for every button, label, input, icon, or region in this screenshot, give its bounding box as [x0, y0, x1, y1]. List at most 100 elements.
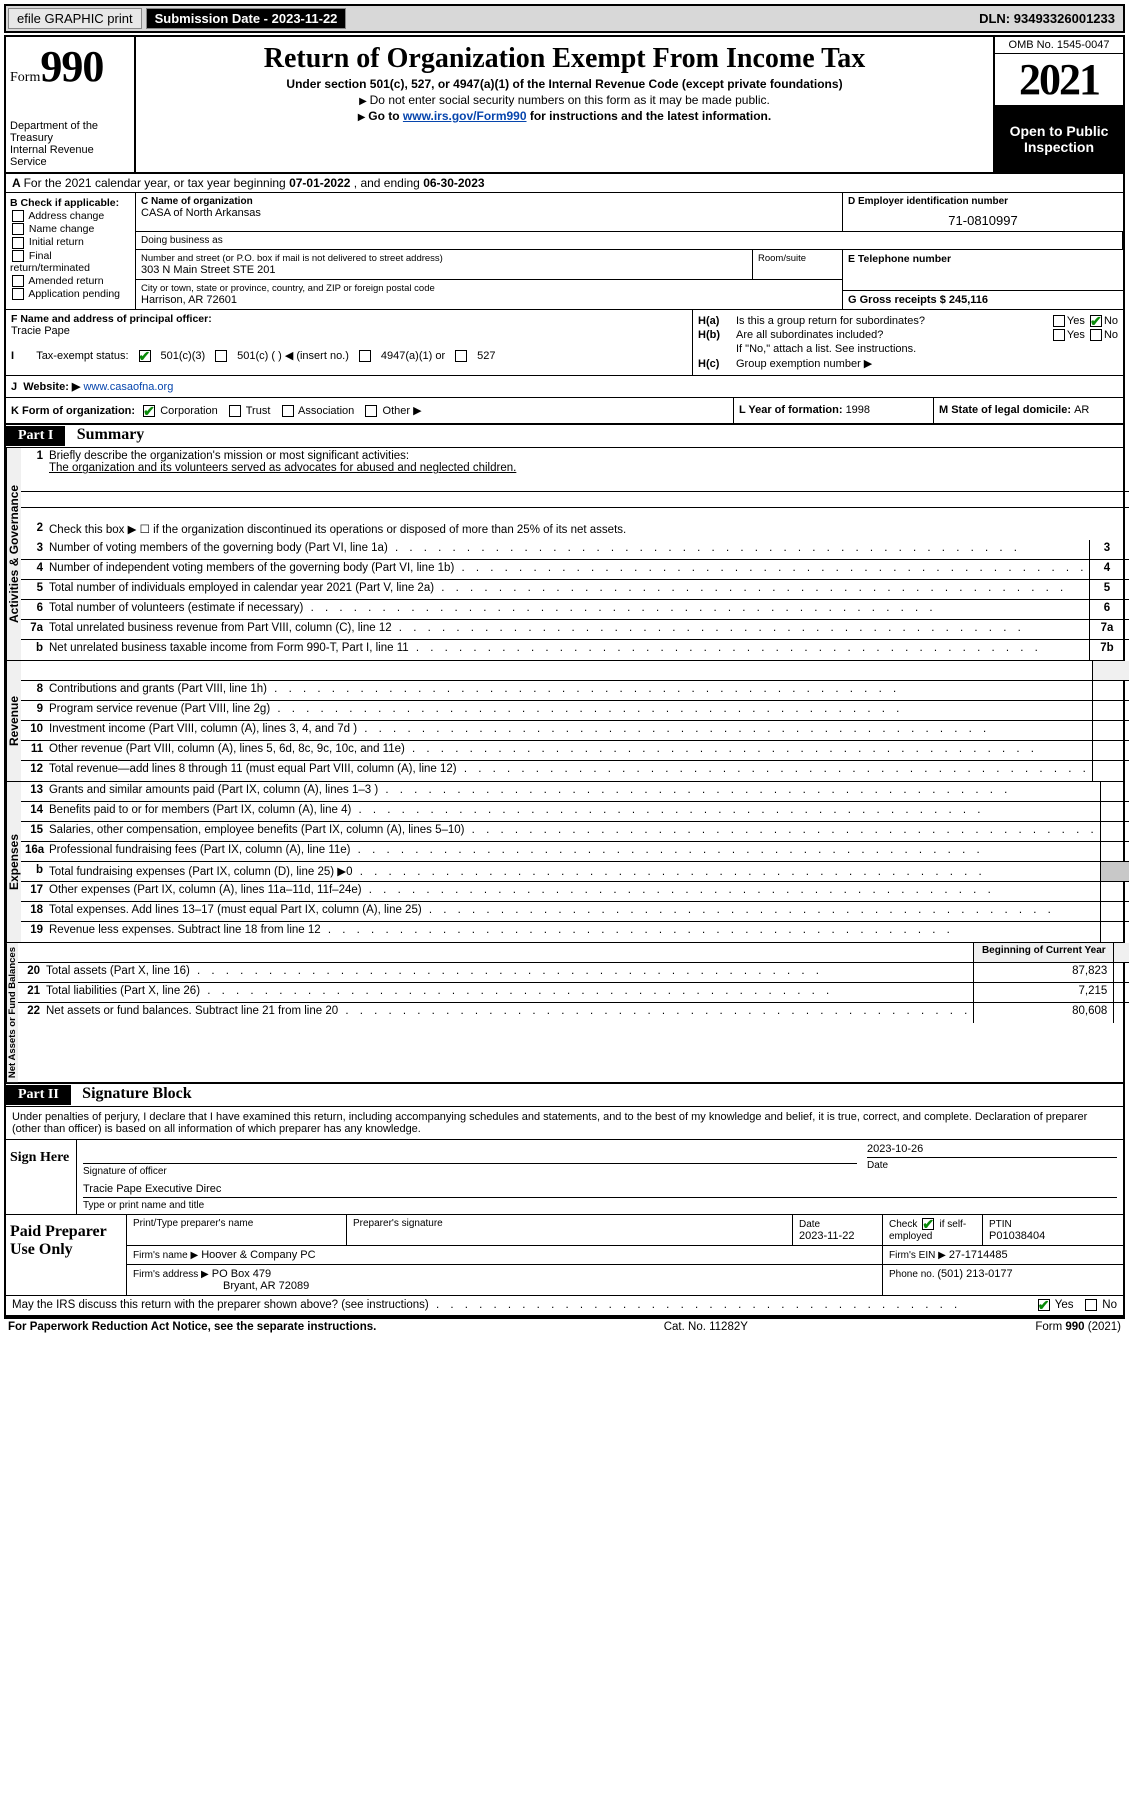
line-num: 22	[18, 1003, 44, 1023]
chk-name[interactable]: Name change	[10, 223, 131, 235]
data-line: 16a Professional fundraising fees (Part …	[21, 842, 1129, 862]
data-line: 14 Benefits paid to or for members (Part…	[21, 802, 1129, 822]
chk-address[interactable]: Address change	[10, 210, 131, 222]
line-num: 6	[21, 600, 47, 619]
prior-val	[1100, 842, 1129, 861]
data-line: 9 Program service revenue (Part VIII, li…	[21, 701, 1129, 721]
chk-4947[interactable]	[359, 350, 371, 362]
na-body: Beginning of Current Year End of Year 20…	[18, 943, 1129, 1082]
line-txt: Total assets (Part X, line 16)	[44, 963, 973, 982]
d-label: D Employer identification number	[848, 196, 1118, 207]
dba-label: Doing business as	[141, 235, 223, 246]
chk-501c3[interactable]	[139, 350, 151, 362]
ag-body: 1 Briefly describe the organization's mi…	[21, 448, 1129, 660]
chk-527[interactable]	[455, 350, 467, 362]
current-val: 2,770	[1113, 983, 1129, 1002]
chk-501c[interactable]	[215, 350, 227, 362]
ag-line: 4 Number of independent voting members o…	[21, 560, 1129, 580]
line-num: 18	[21, 902, 47, 921]
g-label: G Gross receipts $	[848, 294, 949, 306]
line1-txt: Briefly describe the organization's miss…	[47, 448, 1129, 476]
prep-chk-lbl: Check	[889, 1219, 917, 1230]
box-d: D Employer identification number 71-0810…	[843, 193, 1123, 232]
prior-val	[1092, 701, 1129, 720]
k-assoc[interactable]	[282, 405, 294, 417]
prior-val: 158,228	[1100, 822, 1129, 841]
mission-text: The organization and its volunteers serv…	[49, 462, 516, 474]
addr-top: Number and street (or P.O. box if mail i…	[136, 250, 842, 280]
footer-right-b: 990	[1065, 1321, 1084, 1333]
self-emp-chk[interactable]	[922, 1218, 934, 1230]
discuss-row: May the IRS discuss this return with the…	[6, 1296, 1123, 1316]
part-ii-tag: Part II	[6, 1085, 71, 1105]
i-opt-3: 527	[477, 350, 495, 362]
data-line: 10 Investment income (Part VIII, column …	[21, 721, 1129, 741]
hb-yes[interactable]	[1053, 329, 1065, 341]
omb-number: OMB No. 1545-0047	[995, 37, 1123, 54]
prior-val	[1100, 802, 1129, 821]
hb-note: If "No," attach a list. See instructions…	[736, 343, 1118, 355]
k-trust[interactable]	[229, 405, 241, 417]
chk-initial[interactable]: Initial return	[10, 236, 131, 248]
rev-section: Revenue Prior Year Current Year 8 Contri…	[6, 661, 1123, 782]
eg-col: E Telephone number G Gross receipts $ 24…	[843, 250, 1123, 309]
chk-pending[interactable]: Application pending	[10, 288, 131, 300]
section-fh: F Name and address of principal officer:…	[6, 310, 1123, 376]
line-num: b	[21, 862, 47, 881]
chk-amended[interactable]: Amended return	[10, 275, 131, 287]
row-klm: K Form of organization: Corporation Trus…	[6, 398, 1123, 425]
hb-no[interactable]	[1090, 329, 1102, 341]
footer-mid: Cat. No. 11282Y	[664, 1321, 748, 1333]
hb-label: Are all subordinates included?	[736, 329, 1051, 341]
sig-officer-label: Signature of officer	[83, 1166, 857, 1177]
line-val: 10	[1123, 540, 1129, 559]
data-line: 22 Net assets or fund balances. Subtract…	[18, 1003, 1129, 1023]
firm-ein-lbl: Firm's EIN ▶	[889, 1250, 946, 1261]
instructions-link[interactable]: www.irs.gov/Form990	[403, 109, 527, 123]
k-opt-3: Other ▶	[383, 405, 422, 417]
submission-date-button[interactable]: Submission Date - 2023-11-22	[146, 8, 347, 29]
line-num: 21	[18, 983, 44, 1002]
header-mid: Return of Organization Exempt From Incom…	[136, 37, 993, 172]
line-num: 4	[21, 560, 47, 579]
sub3-post: for instructions and the latest informat…	[527, 109, 772, 123]
subtitle-3: Go to www.irs.gov/Form990 for instructio…	[142, 109, 987, 123]
form-word: Form	[10, 70, 40, 85]
website-link[interactable]: www.casaofna.org	[83, 381, 173, 393]
ein-value: 71-0810997	[848, 213, 1118, 228]
k-corp[interactable]	[143, 405, 155, 417]
row-j: J Website: ▶ www.casaofna.org	[6, 376, 1123, 398]
k-other[interactable]	[365, 405, 377, 417]
efile-button[interactable]: efile GRAPHIC print	[8, 8, 142, 29]
l-label: L Year of formation:	[739, 404, 846, 416]
current-val: 111,225	[1113, 963, 1129, 982]
chk-final[interactable]: Final return/terminated	[10, 250, 131, 274]
mission-label: Briefly describe the organization's miss…	[49, 450, 409, 462]
line-num: 14	[21, 802, 47, 821]
line-num: 3	[21, 540, 47, 559]
part-i-header: Part I Summary	[6, 425, 1123, 448]
prior-val: 25,549	[1100, 922, 1129, 942]
firm-addr-lbl: Firm's address ▶	[133, 1269, 209, 1280]
sign-date-label: Date	[867, 1160, 1117, 1171]
footer-right: Form 990 (2021)	[1035, 1321, 1121, 1333]
data-line: 19 Revenue less expenses. Subtract line …	[21, 922, 1129, 942]
line-val: 6	[1123, 580, 1129, 599]
discuss-yes[interactable]	[1038, 1299, 1050, 1311]
data-line: 21 Total liabilities (Part X, line 26) 7…	[18, 983, 1129, 1003]
b-opt-5: Application pending	[28, 288, 120, 300]
ha-yes[interactable]	[1053, 315, 1065, 327]
k-opt-2: Association	[298, 405, 354, 417]
line-box: 7b	[1089, 640, 1123, 660]
open-inspection: Open to Public Inspection	[995, 106, 1123, 172]
prep-date: 2023-11-22	[799, 1230, 854, 1242]
addr-city: City or town, state or province, country…	[136, 280, 842, 309]
line-txt: Investment income (Part VIII, column (A)…	[47, 721, 1092, 740]
sign-here-label: Sign Here	[6, 1140, 76, 1214]
mission-blank-2	[21, 492, 1129, 508]
discuss-txt: May the IRS discuss this return with the…	[12, 1299, 429, 1311]
ha-no[interactable]	[1090, 315, 1102, 327]
line-val: 0	[1123, 620, 1129, 639]
line-box: 6	[1089, 600, 1123, 619]
discuss-no[interactable]	[1085, 1299, 1097, 1311]
